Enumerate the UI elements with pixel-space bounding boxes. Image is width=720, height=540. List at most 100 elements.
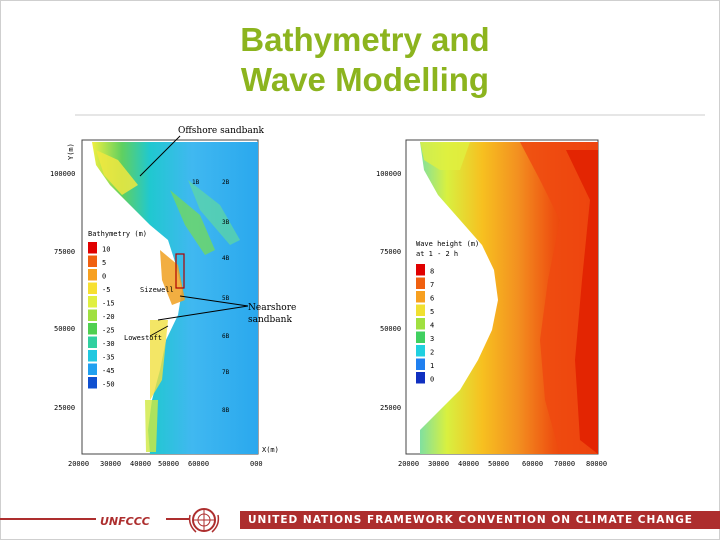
left-x-axis-label: X(m) <box>262 446 279 454</box>
right-x-tick-2: 30000 <box>428 460 449 468</box>
wave-legend-swatch <box>416 264 425 276</box>
left-y-axis-label: Y(m) <box>67 143 75 160</box>
footer-rule <box>0 518 190 520</box>
right-y-tick-2: 75000 <box>380 248 401 256</box>
nearshore-sandbank-label-1: Nearshore <box>248 303 296 313</box>
left-y-tick-4: 25000 <box>54 404 75 412</box>
wave-legend-swatch <box>416 331 425 343</box>
wave-legend-label: 2 <box>430 349 434 357</box>
slide-title-line1: Bathymetry and <box>240 21 490 58</box>
footer: UNFCCC UNITED NATIONS FRAMEWORK CONVENTI… <box>0 500 720 540</box>
sand-ridge <box>170 190 215 255</box>
left-x-tick-6: 000 <box>250 460 263 468</box>
wave-legend-swatch <box>416 372 425 384</box>
offshore-pointer-line <box>139 135 181 177</box>
bathymetry-legend-label: 10 <box>102 246 110 254</box>
bathymetry-legend-label: -35 <box>102 354 115 362</box>
wave-legend-swatch <box>416 291 425 303</box>
slide-title: Bathymetry and Wave Modelling <box>190 20 540 100</box>
nearshore-bank <box>160 250 185 305</box>
slide-title-line2: Wave Modelling <box>240 61 490 98</box>
lowestoft-label: Lowestoft <box>124 334 162 342</box>
station-3: 3B <box>222 219 230 226</box>
bathymetry-legend-label: -50 <box>102 381 115 389</box>
bathymetry-legend-label: -30 <box>102 340 115 348</box>
wave-legend-swatch <box>416 304 425 316</box>
wave-legend-label: 4 <box>430 322 434 330</box>
bathymetry-legend: 10 5 0 -5 -15 -20 -25 -30 -35 -45 -50 <box>88 242 115 389</box>
right-y-tick-1: 100000 <box>376 170 401 178</box>
un-emblem-icon <box>188 508 220 533</box>
lowestoft-pointer <box>149 325 169 337</box>
bathymetry-legend-swatch <box>88 323 97 335</box>
right-x-tick-1: 20000 <box>398 460 419 468</box>
sizewell-label: Sizewell <box>140 286 174 294</box>
nearshore-sandbank-label-2: sandbank <box>248 315 292 325</box>
wave-legend-title-1: Wave height (m) <box>416 240 479 248</box>
sizewell-box <box>175 253 185 289</box>
station-4: 4B <box>222 255 230 262</box>
bathymetry-legend-label: -20 <box>102 313 115 321</box>
coastal-shelf-south <box>145 400 158 452</box>
left-y-tick-2: 75000 <box>54 248 75 256</box>
left-y-tick-1: 100000 <box>50 170 75 178</box>
nearshore-pointer-line <box>157 305 249 321</box>
bathymetry-legend-swatch <box>88 282 97 294</box>
station-5: 5B <box>222 295 230 302</box>
right-x-tick-6: 70000 <box>554 460 575 468</box>
right-x-tick-7: 80000 <box>586 460 607 468</box>
left-y-tick-3: 50000 <box>54 325 75 333</box>
wave-legend-label: 6 <box>430 295 434 303</box>
right-x-tick-5: 60000 <box>522 460 543 468</box>
wave-legend-label: 8 <box>430 268 434 276</box>
unfccc-logo-text: UNFCCC <box>100 515 150 528</box>
wave-legend: 8 7 6 5 4 3 2 1 0 <box>416 264 434 384</box>
wave-legend-label: 3 <box>430 335 434 343</box>
wave-legend-swatch <box>416 277 425 289</box>
offshore-sandbank-label: Offshore sandbank <box>178 126 265 136</box>
unfccc-logo: UNFCCC <box>96 508 166 532</box>
wave-legend-label: 1 <box>430 362 434 370</box>
bathymetry-legend-swatch <box>88 377 97 389</box>
bathymetry-legend-swatch <box>88 309 97 321</box>
wave-legend-swatch <box>416 358 425 370</box>
right-x-tick-3: 40000 <box>458 460 479 468</box>
station-6: 6B <box>222 333 230 340</box>
wave-legend-swatch <box>416 318 425 330</box>
left-x-tick-4: 50000 <box>158 460 179 468</box>
right-y-tick-4: 25000 <box>380 404 401 412</box>
left-x-tick-1: 20000 <box>68 460 89 468</box>
nearshore-pointer-line-2 <box>179 295 249 307</box>
station-1: 1B <box>192 179 200 186</box>
offshore-bank-shallow <box>96 150 138 195</box>
bathymetry-legend-swatch <box>88 296 97 308</box>
wave-legend-label: 7 <box>430 281 434 289</box>
bathymetry-legend-swatch <box>88 363 97 375</box>
bathymetry-legend-label: 5 <box>102 259 106 267</box>
wave-legend-title-2: at 1 - 2 h <box>416 250 458 258</box>
left-x-tick-3: 40000 <box>130 460 151 468</box>
sand-ridge-2 <box>188 180 240 245</box>
bathymetry-legend-label: -15 <box>102 300 115 308</box>
wave-highest-zone <box>566 150 598 454</box>
bathymetry-legend-label: -45 <box>102 367 115 375</box>
left-x-tick-2: 30000 <box>100 460 121 468</box>
bathymetry-legend-swatch <box>88 269 97 281</box>
bathymetry-legend-title: Bathymetry (m) <box>88 230 147 238</box>
station-7: 7B <box>222 369 230 376</box>
coastal-shelf <box>150 320 168 400</box>
wave-legend-label: 5 <box>430 308 434 316</box>
bathymetry-legend-swatch <box>88 336 97 348</box>
bathymetry-legend-swatch <box>88 242 97 254</box>
bathymetry-legend-label: -5 <box>102 286 110 294</box>
right-x-tick-4: 50000 <box>488 460 509 468</box>
bathymetry-legend-swatch <box>88 350 97 362</box>
bathymetry-legend-label: 0 <box>102 273 106 281</box>
convention-banner <box>240 511 720 529</box>
station-2: 2B <box>222 179 230 186</box>
bathymetry-legend-label: -25 <box>102 327 115 335</box>
right-y-tick-3: 50000 <box>380 325 401 333</box>
convention-banner-text: UNITED NATIONS FRAMEWORK CONVENTION ON C… <box>248 514 693 526</box>
wave-legend-swatch <box>416 345 425 357</box>
